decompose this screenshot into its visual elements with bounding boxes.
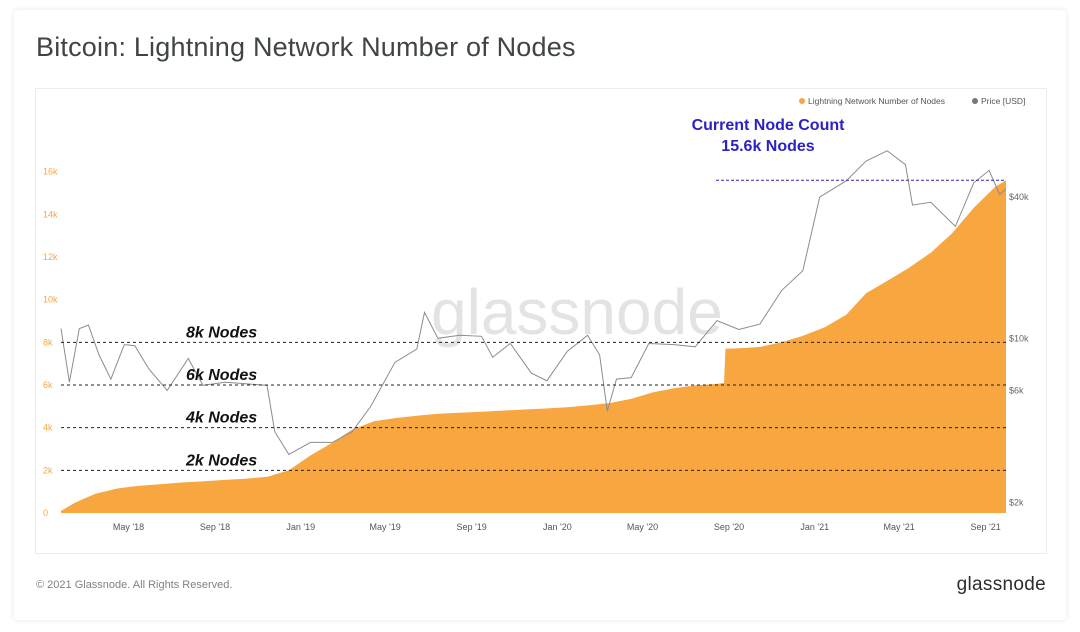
y-left-tick-label: 12k: [43, 252, 58, 262]
y-right-tick-label: $10k: [1009, 333, 1029, 343]
price-line-series: [60, 150, 1007, 456]
x-tick-label: Jan '20: [543, 522, 572, 532]
legend-swatch-price: [972, 98, 978, 104]
chart-svg: glassnode 8k Nodes 6k Nodes 4k Nodes 2k Nod…: [43, 96, 1029, 532]
x-tick-label: Sep '20: [714, 522, 744, 532]
y-left-tick-label: 2k: [43, 465, 53, 475]
annotation-value: 15.6k Nodes: [721, 138, 814, 155]
y-right-tick-label: $6k: [1009, 385, 1024, 395]
y-left-tick-label: 6k: [43, 380, 53, 390]
footer-logo: glassnode: [956, 574, 1046, 595]
x-tick-label: May '19: [370, 522, 401, 532]
reference-label-1: 8k Nodes: [186, 324, 257, 341]
annotation-title: Current Node Count: [692, 117, 846, 134]
x-tick-label: Sep '21: [970, 522, 1000, 532]
x-tick-label: May '21: [884, 522, 915, 532]
x-tick-label: Jan '21: [800, 522, 829, 532]
x-tick-label: Sep '18: [200, 522, 230, 532]
x-tick-label: May '20: [627, 522, 658, 532]
y-left-tick-label: 16k: [43, 167, 58, 177]
y-left-tick-label: 10k: [43, 295, 58, 305]
legend-label-nodes: Lightning Network Number of Nodes: [808, 96, 945, 106]
y-left-tick-label: 8k: [43, 337, 53, 347]
y-right-tick-label: $40k: [1009, 192, 1029, 202]
y-left-tick-label: 4k: [43, 423, 53, 433]
y-left-tick-label: 14k: [43, 209, 58, 219]
legend-label-price: Price [USD]: [981, 96, 1025, 106]
page-title: Bitcoin: Lightning Network Number of Nod…: [36, 32, 576, 62]
reference-label-2: 6k Nodes: [186, 367, 257, 384]
reference-label-4: 2k Nodes: [185, 452, 257, 469]
y-right-tick-label: $2k: [1009, 497, 1024, 507]
x-tick-label: Sep '19: [457, 522, 487, 532]
chart-area: glassnode 8k Nodes 6k Nodes 4k Nodes 2k Nod…: [35, 88, 1047, 554]
x-tick-label: May '18: [113, 522, 144, 532]
y-left-tick-label: 0: [43, 508, 48, 518]
footer-copyright: © 2021 Glassnode. All Rights Reserved.: [36, 579, 233, 591]
x-tick-label: Jan '19: [286, 522, 315, 532]
reference-label-3: 4k Nodes: [185, 410, 257, 427]
nodes-area-series: [61, 180, 1006, 513]
legend-swatch-nodes: [799, 98, 805, 104]
watermark-text: glassnode: [431, 276, 723, 348]
